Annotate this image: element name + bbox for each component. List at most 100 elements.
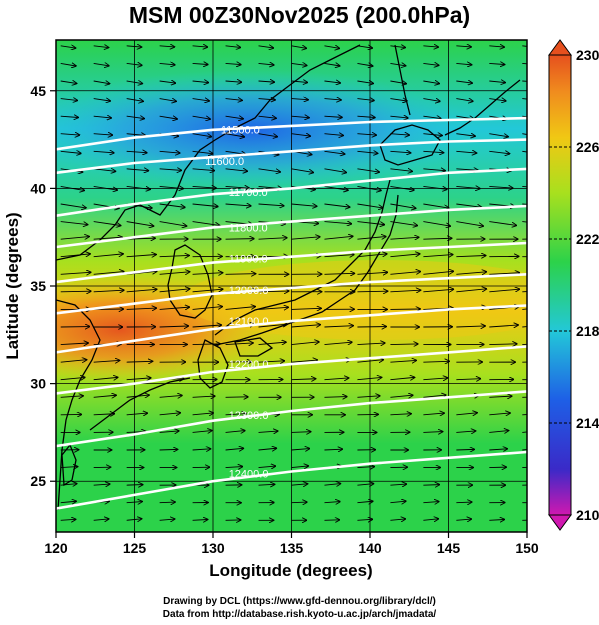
wind-arrow	[126, 502, 142, 503]
coastline-japan-honshu-south	[214, 194, 399, 346]
wind-arrow	[291, 46, 307, 48]
wind-arrow	[324, 397, 346, 398]
wind-arrow	[225, 63, 241, 64]
wind-arrow	[291, 466, 309, 468]
wind-arrow	[192, 449, 211, 450]
wind-arrow	[225, 133, 245, 137]
wind-arrow	[93, 81, 110, 84]
wind-arrow	[93, 254, 123, 258]
wind-arrow	[423, 378, 447, 380]
wind-arrow	[159, 151, 180, 153]
wind-arrow	[225, 414, 247, 415]
wind-arrow	[357, 46, 372, 48]
wind-arrow	[258, 448, 277, 450]
wind-arrow	[522, 62, 527, 65]
wind-arrow	[390, 221, 417, 226]
wind-arrow	[192, 133, 212, 137]
coastline-ryukyu	[89, 377, 191, 431]
wind-arrow	[192, 116, 210, 119]
contour-label: 11800.0	[229, 222, 268, 234]
height-contour	[56, 390, 527, 448]
wind-arrow	[423, 151, 443, 152]
wind-arrow	[258, 63, 274, 65]
wind-arrow	[60, 396, 83, 397]
colorbar-label: 210	[576, 507, 599, 523]
wind-arrow	[225, 46, 241, 48]
wind-arrow	[225, 343, 253, 345]
wind-arrow	[324, 46, 339, 48]
colorbar-label: 222	[576, 231, 599, 247]
wind-arrow	[456, 203, 481, 207]
wind-arrow	[60, 99, 77, 101]
wind-arrow	[456, 134, 475, 136]
wind-arrow	[489, 396, 511, 397]
wind-arrow	[456, 272, 486, 274]
wind-arrow	[357, 81, 373, 83]
y-axis-title: Latitude (degrees)	[3, 212, 22, 359]
wind-arrow	[357, 151, 377, 153]
wind-arrow	[225, 274, 256, 275]
wind-arrow	[60, 467, 78, 468]
wind-arrow	[93, 185, 117, 190]
wind-arrow	[126, 308, 157, 309]
wind-arrow	[291, 168, 314, 173]
wind-arrow	[258, 484, 275, 485]
wind-arrow	[93, 63, 109, 65]
wind-arrow	[423, 255, 452, 257]
map-title: MSM 00Z30Nov2025 (200.0hPa)	[128, 2, 471, 28]
contour-label: 12000.0	[229, 285, 269, 297]
colorbar-label: 226	[576, 139, 599, 155]
wind-arrow	[456, 326, 485, 327]
wind-arrow	[324, 99, 340, 100]
wind-arrow	[390, 203, 415, 208]
colorbar-top-triangle	[548, 39, 572, 56]
wind-arrow	[192, 81, 209, 83]
wind-arrow	[456, 431, 475, 432]
wind-arrow	[390, 377, 414, 379]
wind-arrow	[489, 413, 510, 415]
wind-arrow	[225, 116, 243, 119]
wind-arrow	[159, 449, 178, 450]
contour-label: 12400.0	[229, 468, 269, 480]
wind-arrow	[60, 63, 76, 66]
wind-arrow	[258, 342, 286, 344]
wind-arrow	[60, 484, 77, 485]
wind-arrow	[489, 99, 505, 101]
x-tick-label: 145	[437, 540, 461, 556]
wind-arrow	[489, 221, 516, 226]
wind-arrow	[357, 99, 373, 101]
wind-arrow	[423, 485, 439, 486]
wind-arrow	[357, 237, 385, 240]
wind-arrow	[390, 237, 418, 239]
wind-arrow	[423, 432, 442, 433]
wind-arrow	[225, 186, 249, 188]
wind-arrow	[291, 308, 322, 309]
wind-arrow	[390, 116, 407, 118]
wind-arrow	[192, 46, 208, 47]
wind-arrow	[390, 519, 405, 520]
y-tick-label: 45	[30, 83, 46, 99]
wind-arrow	[192, 204, 218, 207]
y-tick-label: 40	[30, 180, 46, 196]
wind-arrow	[390, 290, 420, 292]
wind-arrow	[522, 466, 527, 469]
height-contour	[56, 304, 527, 354]
wind-arrow	[324, 502, 339, 503]
wind-arrow	[93, 414, 115, 415]
wind-arrow	[423, 519, 438, 520]
wind-arrow	[489, 273, 519, 275]
wind-arrow	[93, 272, 124, 275]
wind-arrow	[159, 116, 177, 119]
wind-arrow	[489, 344, 516, 345]
wind-arrow	[522, 133, 527, 135]
height-contour	[56, 241, 527, 284]
wind-arrow	[456, 169, 478, 171]
wind-arrow	[93, 46, 109, 48]
wind-arrow	[192, 396, 215, 397]
contour-labels: 11500.0 11600.0 11700.0 11800.0 11900.0 12000…	[205, 125, 268, 481]
wind-arrow	[126, 63, 142, 65]
wind-arrow	[324, 81, 340, 83]
wind-arrow	[93, 484, 110, 485]
wind-arrow	[225, 169, 248, 171]
wind-arrow	[489, 289, 519, 293]
